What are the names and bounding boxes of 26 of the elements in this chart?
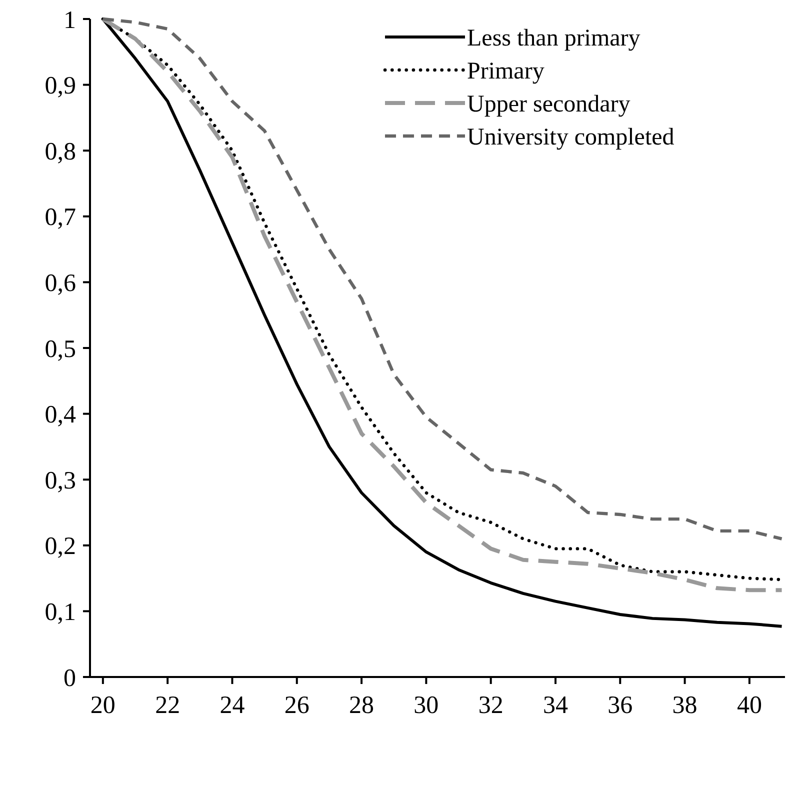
y-tick-label: 0,8: [44, 138, 76, 166]
y-tick-label: 0,4: [44, 402, 76, 429]
x-tick-label: 30: [414, 692, 439, 719]
y-tick-label: 0,6: [44, 270, 76, 297]
y-tick-label: 0,5: [44, 336, 76, 363]
legend-label: University completed: [467, 124, 674, 150]
y-tick-label: 0: [64, 664, 76, 692]
x-tick-label: 26: [284, 692, 310, 719]
legend-label: Upper secondary: [467, 91, 630, 118]
y-tick-label: 0,3: [44, 467, 76, 494]
x-tick-label: 28: [349, 692, 374, 719]
y-tick-label: 0,1: [44, 598, 76, 626]
x-tick-label: 40: [736, 692, 762, 719]
x-tick-label: 38: [672, 692, 698, 719]
legend-label: Primary: [467, 58, 544, 84]
x-tick-label: 22: [155, 692, 180, 719]
x-tick-label: 24: [220, 692, 246, 719]
legend-label: Less than primary: [467, 25, 640, 52]
x-tick-label: 32: [478, 692, 504, 719]
x-tick-label: 20: [90, 692, 116, 719]
y-tick-label: 1: [64, 6, 76, 34]
y-tick-label: 0,2: [44, 533, 76, 560]
y-tick-label: 0,7: [44, 204, 76, 232]
x-tick-label: 36: [608, 692, 633, 719]
y-tick-label: 0,9: [44, 72, 76, 100]
x-tick-label: 34: [542, 692, 568, 719]
